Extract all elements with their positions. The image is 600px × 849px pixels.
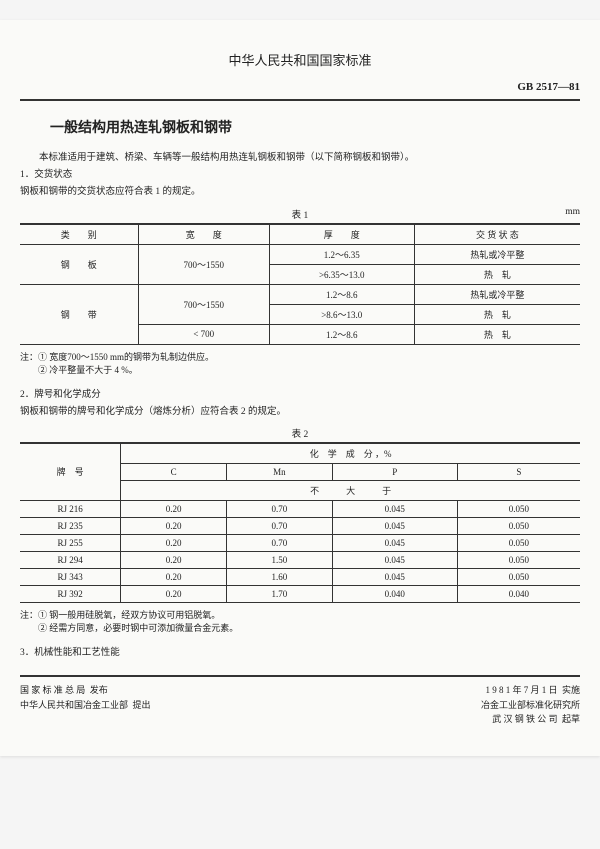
section1-title: 1．交货状态 (20, 168, 580, 183)
t2r4c3: 0.045 (332, 568, 457, 585)
t2-top-header: 化 学 成 分 ，% (121, 443, 580, 464)
table2-label: 表 2 (292, 430, 309, 440)
footer-rule (20, 675, 580, 677)
t2-sub-header: 不 大 于 (121, 480, 580, 500)
t2r1c0: RJ 235 (20, 517, 121, 534)
t1-r0c1: 700～1550 (138, 244, 269, 284)
t2r1c4: 0.050 (457, 517, 580, 534)
country-std-title: 中华人民共和国国家标准 (20, 50, 580, 69)
t1-r0c0: 钢 板 (20, 244, 138, 284)
t2r0c0: RJ 216 (20, 500, 121, 517)
t1-r4c1: < 700 (138, 324, 269, 344)
t1-h1: 宽 度 (138, 224, 269, 245)
table1-unit: mm (565, 207, 580, 217)
section1-text: 钢板和钢带的交货状态应符合表 1 的规定。 (20, 185, 580, 200)
t2r3c3: 0.045 (332, 551, 457, 568)
t1-r3c2: >8.6～13.0 (269, 304, 414, 324)
section2-title: 2．牌号和化学成分 (20, 388, 580, 403)
t2r3c2: 1.50 (227, 551, 333, 568)
t1-r2c3: 热轧或冷平整 (414, 284, 580, 304)
section3-title: 3．机械性能和工艺性能 (20, 646, 580, 661)
table1: 类 别 宽 度 厚 度 交 货 状 态 钢 板 700～1550 1.2～6.3… (20, 223, 580, 345)
t2-note2: ② 经需方同意，必要时钢中可添加微量合金元素。 (38, 623, 238, 633)
t2-e2: P (332, 463, 457, 480)
t1-r4c2: 1.2～8.6 (269, 324, 414, 344)
table1-notes: 注：① 宽度700～1550 mm的钢带为轧制边供应。 ② 冷平整量不大于 4 … (20, 351, 580, 378)
t1-r0c2: 1.2～6.35 (269, 244, 414, 264)
t2r2c4: 0.050 (457, 534, 580, 551)
t1-note2: ② 冷平整量不大于 4 %。 (38, 365, 138, 375)
document-page: 中华人民共和国国家标准 GB 2517—81 一般结构用热连轧钢板和钢带 本标准… (0, 20, 600, 756)
t2r2c3: 0.045 (332, 534, 457, 551)
t2r0c4: 0.050 (457, 500, 580, 517)
t1-r1c3: 热 轧 (414, 264, 580, 284)
t2r0c1: 0.20 (121, 500, 227, 517)
t2-note1: ① 钢一般用硅脱氧，经双方协议可用铝脱氧。 (38, 610, 220, 620)
t2r5c0: RJ 392 (20, 585, 121, 602)
t2r4c4: 0.050 (457, 568, 580, 585)
t2r1c3: 0.045 (332, 517, 457, 534)
table2-caption: 表 2 (20, 426, 580, 440)
title-rule (20, 99, 580, 101)
t2-e1: Mn (227, 463, 333, 480)
intro-text: 本标准适用于建筑、桥梁、车辆等一般结构用热连轧钢板和钢带（以下简称钢板和钢带）。 (20, 151, 580, 166)
t2r0c3: 0.045 (332, 500, 457, 517)
t2r4c2: 1.60 (227, 568, 333, 585)
t2-e0: C (121, 463, 227, 480)
t2r0c2: 0.70 (227, 500, 333, 517)
t2r3c1: 0.20 (121, 551, 227, 568)
t1-note1: ① 宽度700～1550 mm的钢带为轧制边供应。 (38, 352, 214, 362)
t1-r0c3: 热轧或冷平整 (414, 244, 580, 264)
table1-caption: 表 1 mm (20, 207, 580, 221)
t1-r2c1: 700～1550 (138, 284, 269, 324)
t2r3c0: RJ 294 (20, 551, 121, 568)
table2: 牌 号 化 学 成 分 ，% C Mn P S 不 大 于 RJ 2160.20… (20, 442, 580, 603)
section2-text: 钢板和钢带的牌号和化学成分（熔炼分析）应符合表 2 的规定。 (20, 405, 580, 420)
t1-r3c3: 热 轧 (414, 304, 580, 324)
t2r2c1: 0.20 (121, 534, 227, 551)
footer-right: 1 9 8 1 年 7 月 1 日 实施 冶金工业部标准化研究所 武 汉 钢 铁… (481, 683, 580, 726)
t1-h3: 交 货 状 态 (414, 224, 580, 245)
t1-r2c0: 钢 带 (20, 284, 138, 344)
t2r1c1: 0.20 (121, 517, 227, 534)
t1-r2c2: 1.2～8.6 (269, 284, 414, 304)
t2r1c2: 0.70 (227, 517, 333, 534)
t1-r1c2: >6.35～13.0 (269, 264, 414, 284)
t2r5c1: 0.20 (121, 585, 227, 602)
t2r4c0: RJ 343 (20, 568, 121, 585)
table2-notes: 注：① 钢一般用硅脱氧，经双方协议可用铝脱氧。 ② 经需方同意，必要时钢中可添加… (20, 609, 580, 636)
t1-h2: 厚 度 (269, 224, 414, 245)
t2r5c3: 0.040 (332, 585, 457, 602)
t2r2c0: RJ 255 (20, 534, 121, 551)
t1-h0: 类 别 (20, 224, 138, 245)
t1-r4c3: 热 轧 (414, 324, 580, 344)
footer: 国 家 标 准 总 局 发布 中华人民共和国冶金工业部 提出 1 9 8 1 年… (20, 683, 580, 726)
standard-code: GB 2517—81 (20, 81, 580, 93)
footer-left: 国 家 标 准 总 局 发布 中华人民共和国冶金工业部 提出 (20, 683, 151, 726)
t2r5c4: 0.040 (457, 585, 580, 602)
t2r3c4: 0.050 (457, 551, 580, 568)
t2r4c1: 0.20 (121, 568, 227, 585)
t2-col0: 牌 号 (20, 443, 121, 501)
t2-e3: S (457, 463, 580, 480)
document-title: 一般结构用热连轧钢板和钢带 (50, 117, 580, 137)
t2r5c2: 1.70 (227, 585, 333, 602)
t2r2c2: 0.70 (227, 534, 333, 551)
table1-label: 表 1 (292, 211, 309, 221)
